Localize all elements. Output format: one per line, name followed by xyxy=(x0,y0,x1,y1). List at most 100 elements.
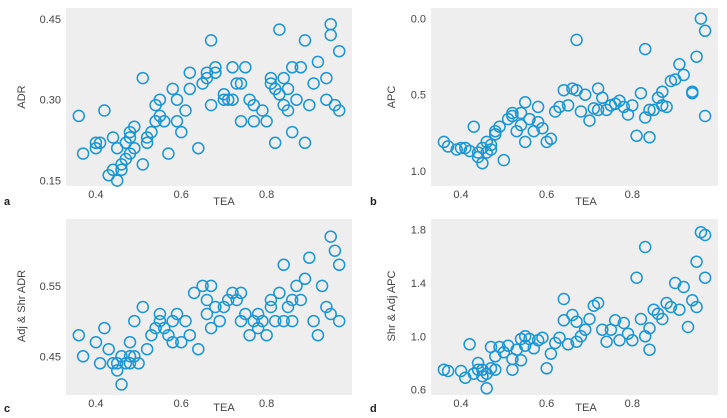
panel-c-x-axis-label: TEA xyxy=(213,402,235,414)
panel-b-data-point xyxy=(643,103,656,117)
panel-b-data-point xyxy=(673,58,686,71)
panel-c-data-point xyxy=(123,335,137,349)
panel-a-data-point xyxy=(230,77,243,90)
panel-d-x-axis-label: TEA xyxy=(575,402,597,414)
panel-d-data-point xyxy=(647,303,660,316)
panel-d-data-point xyxy=(540,362,553,375)
panel-c-data-point xyxy=(200,307,214,321)
panel-c-data-point xyxy=(110,357,124,370)
panel-a-data-point xyxy=(260,115,273,128)
panel-c-data-point xyxy=(294,293,308,307)
panel-b-data-point xyxy=(656,85,669,98)
panel-d-data-point xyxy=(476,363,489,376)
panel-d-data-point xyxy=(677,280,690,294)
panel-a-letter: a xyxy=(4,196,11,208)
panel-c-data-point xyxy=(187,286,201,300)
panel-d-data-point xyxy=(471,356,485,370)
panel-c-letter: c xyxy=(4,403,10,415)
panel-a-data-point xyxy=(332,104,346,117)
panel-c-data-point xyxy=(268,314,282,328)
panel-c-data-point xyxy=(145,328,158,342)
panel-b-data-point xyxy=(514,118,528,132)
panel-c-data-point xyxy=(290,279,303,293)
panel-a-data-point xyxy=(311,55,325,69)
panel-c-data-point xyxy=(119,357,133,370)
panel-b-data-point xyxy=(471,146,485,159)
panel-a-data-point xyxy=(162,147,175,160)
panel-c-data-point xyxy=(106,357,120,370)
panel-d-data-point xyxy=(630,271,643,284)
panel-a-data-point xyxy=(115,163,128,177)
panel-a-data-point xyxy=(281,104,295,117)
panel-b-data-point xyxy=(698,24,712,38)
panel-c-data-point xyxy=(256,314,269,328)
panel-a-data-point xyxy=(221,93,235,106)
panel-a-data-point xyxy=(72,109,86,123)
panel-b-data-point xyxy=(634,86,648,100)
panel-d-data-point xyxy=(656,312,669,326)
panel-d-data-point xyxy=(673,303,686,316)
panel-b-plot-area xyxy=(431,8,718,186)
panel-a-data-point xyxy=(239,61,252,74)
panel-b-data-point xyxy=(536,121,549,135)
panel-d-data-point xyxy=(514,354,528,367)
panel-c-data-point xyxy=(128,350,141,363)
panel-c-x-tick-label: 0.8 xyxy=(259,398,274,410)
panel-c-data-point xyxy=(204,279,218,293)
panel-d-data-point xyxy=(463,338,476,351)
panel-c-data-point xyxy=(140,342,154,356)
panel-a-data-point xyxy=(290,93,303,106)
panel-a: a 0.4 0.6 0.8 0.15 0.30 0.45 TEA ADR xyxy=(4,8,352,208)
panel-d-data-point xyxy=(480,382,493,395)
panel-d-data-point xyxy=(566,308,579,322)
panel-a-data-point xyxy=(268,136,282,150)
panel-b-data-point xyxy=(548,105,562,118)
panel-d: d 0.4 0.6 0.8 0.6 1.0 1.4 1.8 TEA Shr & Adj AP… xyxy=(370,219,718,415)
panel-c-data-point xyxy=(162,328,175,342)
panel-b-data-point xyxy=(476,156,489,170)
panel-a-data-point xyxy=(93,136,107,150)
panel-d-y-tick-label: 1.4 xyxy=(411,278,426,290)
panel-b-data-point xyxy=(523,112,536,126)
panel-c-data-point xyxy=(307,314,320,328)
panel-c-data-point xyxy=(98,321,111,335)
panel-c-data-point xyxy=(251,307,265,321)
panel-d-data-point xyxy=(621,327,635,340)
panel-d-data-point xyxy=(698,271,712,284)
panel-c-data-point xyxy=(128,314,141,328)
panel-b-data-point xyxy=(677,68,690,82)
panel-c-data-point xyxy=(209,300,222,314)
panel-a-y-axis-label: ADR xyxy=(16,85,28,108)
panel-d-x-tick-label: 0.4 xyxy=(453,398,468,410)
panel-d-data-point xyxy=(634,312,648,326)
panel-c-data-point xyxy=(157,321,171,335)
panel-c-data-point xyxy=(247,314,261,328)
panel-c-data-point xyxy=(251,321,265,335)
panel-d-data-point xyxy=(600,335,613,348)
panel-c-data-point xyxy=(213,314,226,328)
panel-a-data-point xyxy=(140,136,154,150)
panel-a-y-tick-label: 0.30 xyxy=(40,95,61,107)
panel-a-data-point xyxy=(298,136,312,150)
panel-d-data-point xyxy=(553,331,566,344)
panel-a-data-point xyxy=(256,104,269,117)
panel-b-data-point xyxy=(643,131,656,144)
panel-a-data-point xyxy=(175,125,188,139)
panel-d-data-point xyxy=(489,363,502,376)
panel-c-data-point xyxy=(89,335,103,349)
panel-c-data-point xyxy=(298,272,312,286)
panel-b-data-point xyxy=(617,100,631,114)
panel-b: b 0.4 0.6 0.8 0.0 0.5 1.0 TEA APC xyxy=(370,8,718,208)
panel-a-data-point xyxy=(294,61,308,74)
panel-b-data-point xyxy=(531,100,545,114)
panel-a-data-point xyxy=(123,131,137,144)
panel-c-x-tick-label: 0.4 xyxy=(88,398,103,410)
panel-a-data-point xyxy=(204,98,218,112)
panel-b-data-point xyxy=(506,109,519,123)
panel-c-data-point xyxy=(277,314,290,328)
panel-c-data-point xyxy=(115,350,128,363)
panel-b-data-point xyxy=(591,103,605,117)
panel-a-data-point xyxy=(110,174,124,187)
panel-c-data-point xyxy=(179,314,192,328)
panel-c-data-point xyxy=(230,293,243,307)
